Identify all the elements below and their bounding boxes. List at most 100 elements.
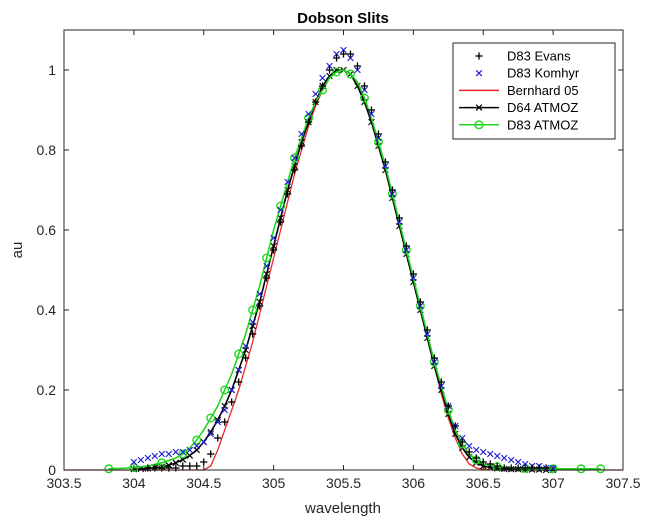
data-point: [284, 190, 292, 198]
data-point: [200, 438, 208, 446]
data-point: [207, 428, 215, 436]
x-tick-label: 304.5: [186, 475, 221, 491]
data-point: [493, 452, 501, 460]
data-point: [172, 448, 180, 456]
data-point: [130, 458, 138, 466]
data-point: [256, 290, 263, 298]
data-point: [263, 262, 270, 270]
legend-marker: [475, 52, 483, 60]
data-point: [345, 69, 355, 79]
y-tick-label: 0.8: [37, 142, 57, 158]
data-point: [284, 178, 291, 186]
y-tick-label: 0.6: [37, 222, 57, 238]
data-point: [270, 234, 277, 242]
legend-entry-d64-atmoz: D64 ATMOZ: [459, 100, 578, 115]
data-point: [424, 330, 431, 338]
data-point: [207, 430, 215, 438]
data-point: [192, 435, 202, 445]
legend-marker: [474, 120, 484, 130]
data-point: [431, 358, 438, 366]
data-point: [417, 302, 424, 310]
data-point: [319, 74, 326, 82]
data-point: [186, 462, 194, 470]
data-point: [248, 305, 258, 315]
data-point: [290, 166, 299, 174]
data-point: [360, 82, 369, 90]
legend-entry-d83-atmoz: D83 ATMOZ: [459, 117, 578, 132]
x-tick-label: 305.5: [326, 475, 361, 491]
data-point: [332, 54, 341, 62]
data-point: [256, 298, 263, 306]
data-point: [465, 448, 473, 456]
y-tick-label: 1: [48, 62, 56, 78]
data-point: [332, 67, 342, 77]
data-point: [326, 62, 333, 70]
legend-marker: [475, 104, 483, 111]
data-point: [354, 66, 361, 74]
data-point: [311, 98, 320, 106]
data-point: [374, 130, 383, 138]
data-point: [486, 450, 494, 458]
data-point: [438, 382, 445, 390]
data-point: [172, 459, 180, 467]
data-point: [151, 452, 159, 460]
legend-label: D83 Komhyr: [507, 66, 580, 81]
data-point: [165, 450, 173, 458]
legend-label: D83 Evans: [507, 49, 571, 64]
data-point: [263, 274, 271, 282]
x-tick-label: 306.5: [466, 475, 501, 491]
data-point: [359, 93, 369, 103]
data-point: [221, 418, 229, 426]
data-point: [312, 90, 319, 98]
data-point: [129, 463, 139, 473]
data-point: [178, 449, 188, 459]
data-point: [228, 386, 236, 394]
x-tick-label: 305: [262, 475, 286, 491]
data-point: [234, 349, 244, 359]
data-point: [346, 50, 355, 58]
x-tick-label: 304: [122, 475, 146, 491]
data-point: [389, 190, 396, 198]
data-point: [214, 416, 222, 424]
data-point: [291, 154, 298, 162]
data-point: [416, 298, 424, 306]
data-point: [507, 456, 515, 464]
data-point: [277, 206, 284, 214]
data-point: [375, 134, 382, 142]
data-point: [458, 434, 466, 442]
chart-title: Dobson Slits: [297, 10, 389, 27]
data-point: [214, 418, 222, 426]
data-point: [298, 130, 305, 138]
data-point: [206, 413, 216, 423]
data-point: [486, 460, 494, 468]
legend-entry-bernhard-05: Bernhard 05: [459, 83, 579, 98]
data-point: [472, 446, 480, 454]
data-point: [270, 246, 278, 254]
data-point: [368, 110, 375, 118]
data-point: [137, 456, 145, 464]
data-point: [347, 54, 354, 62]
data-point: [228, 398, 236, 406]
data-point: [200, 458, 208, 466]
data-point: [382, 162, 389, 170]
data-point: [465, 442, 473, 450]
data-point: [576, 464, 586, 474]
data-point: [325, 66, 334, 74]
y-tick-label: 0: [48, 462, 56, 478]
data-point: [340, 46, 347, 54]
data-point: [249, 330, 257, 338]
data-point: [186, 452, 194, 459]
data-point: [479, 458, 487, 466]
legend-entry-d83-komhyr: D83 Komhyr: [475, 66, 580, 81]
data-point: [381, 158, 390, 166]
data-point: [179, 462, 187, 470]
data-point: [458, 438, 466, 446]
data-point: [395, 214, 403, 222]
data-point: [493, 462, 501, 470]
data-point: [367, 106, 376, 114]
legend-label: Bernhard 05: [507, 83, 579, 98]
data-point: [318, 82, 327, 90]
data-point: [500, 454, 508, 462]
legend-label: D64 ATMOZ: [507, 100, 578, 115]
